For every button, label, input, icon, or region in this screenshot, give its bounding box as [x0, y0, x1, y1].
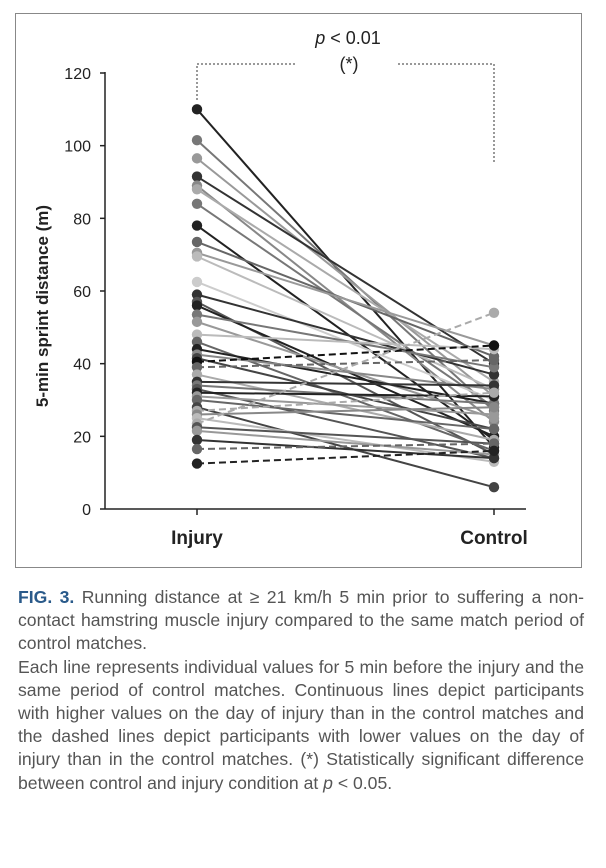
caption-figure-label: FIG. 3.	[18, 587, 75, 607]
y-tick-label: 100	[64, 139, 91, 156]
y-tick-label: 60	[73, 284, 91, 301]
data-point	[488, 380, 500, 391]
data-point	[191, 329, 203, 340]
caption-line-1: Running distance at ≥ 21 km/h 5 min prio…	[18, 587, 584, 654]
series-41	[191, 445, 500, 469]
figure-frame: 0 20 40 60 80 100 120 Injury Control 5-min sprint…	[15, 13, 582, 568]
data-point	[488, 452, 500, 464]
caption-line-2b: < 0.05.	[332, 772, 393, 793]
data-point	[488, 438, 500, 449]
data-point	[191, 104, 203, 115]
significance-p: p	[314, 28, 325, 48]
data-point	[488, 362, 500, 373]
x-category-label: Injury	[171, 528, 223, 549]
series-4	[191, 171, 500, 369]
data-point	[191, 434, 203, 446]
y-tick-label: 20	[73, 429, 91, 446]
data-point	[191, 443, 203, 455]
series-line	[196, 388, 495, 460]
series-line	[196, 438, 495, 460]
significance-value: < 0.01	[325, 28, 381, 48]
series-40	[191, 438, 500, 455]
data-point	[191, 425, 203, 437]
data-point	[191, 309, 203, 320]
series-line	[196, 429, 495, 456]
series-line	[196, 353, 495, 391]
series-line	[196, 395, 495, 416]
data-point	[191, 458, 203, 469]
series-line	[196, 380, 495, 387]
y-tick-label: 40	[73, 357, 91, 374]
caption-p-symbol: p	[323, 772, 333, 793]
series-5	[191, 180, 500, 427]
data-point	[488, 482, 500, 493]
x-category-label: Control	[460, 528, 528, 549]
data-point	[488, 445, 500, 457]
series-line	[196, 391, 495, 412]
series-line	[196, 426, 495, 445]
y-tick-label: 0	[82, 502, 91, 519]
series-line	[196, 449, 495, 465]
series-line	[196, 333, 495, 351]
series-line	[196, 251, 495, 347]
data-point	[488, 387, 500, 398]
data-point	[191, 251, 203, 262]
series-line	[196, 359, 495, 369]
data-point	[191, 316, 203, 328]
data-point	[191, 135, 203, 146]
series-line	[196, 255, 495, 391]
series-line	[196, 184, 495, 423]
data-point	[191, 289, 203, 300]
series-line	[196, 139, 495, 412]
data-point	[191, 220, 203, 231]
data-point	[488, 340, 500, 351]
y-tick-label: 120	[64, 66, 91, 83]
data-point	[191, 236, 203, 248]
series-35	[191, 412, 500, 467]
data-point	[191, 171, 203, 182]
data-point	[488, 369, 500, 380]
series-39	[191, 434, 500, 464]
caption-paragraph-2: Each line represents individual values f…	[18, 656, 584, 795]
data-point	[488, 423, 500, 435]
y-axis-label: 5-min sprint distance (m)	[33, 205, 52, 407]
data-point	[191, 369, 203, 380]
series-line	[196, 399, 495, 431]
data-point	[191, 184, 203, 195]
series-line	[196, 406, 495, 416]
caption-paragraph-1: FIG. 3. Running distance at ≥ 21 km/h 5 …	[18, 586, 584, 656]
significance-label: p < 0.01	[314, 28, 381, 48]
data-point	[191, 362, 203, 373]
data-point	[191, 336, 203, 348]
y-tick-label: 80	[73, 211, 91, 228]
significance-bracket-left	[196, 63, 296, 100]
series-31	[191, 394, 500, 435]
series-24	[191, 354, 500, 373]
sprint-chart: 0 20 40 60 80 100 120 Injury Control 5-min sprint…	[33, 28, 528, 549]
significance-bracket-right	[398, 63, 495, 164]
data-point	[488, 307, 500, 318]
data-point	[191, 198, 203, 209]
caption-line-2a: Each line represents individual values f…	[18, 656, 584, 793]
data-point	[191, 276, 203, 288]
series-line	[196, 442, 495, 451]
significance-asterisk: (*)	[340, 54, 359, 74]
data-point	[191, 394, 203, 406]
series-line	[196, 373, 495, 441]
data-point	[488, 409, 500, 420]
figure-caption: FIG. 3. Running distance at ≥ 21 km/h 5 …	[18, 586, 584, 795]
series-line	[196, 175, 495, 365]
series-line	[196, 202, 495, 409]
data-point	[488, 354, 500, 366]
data-point	[488, 402, 500, 413]
series-line	[196, 157, 495, 398]
data-point	[191, 153, 203, 164]
data-point	[191, 300, 203, 311]
series-line	[196, 311, 495, 425]
series-line	[196, 188, 495, 383]
series-line	[196, 344, 495, 363]
